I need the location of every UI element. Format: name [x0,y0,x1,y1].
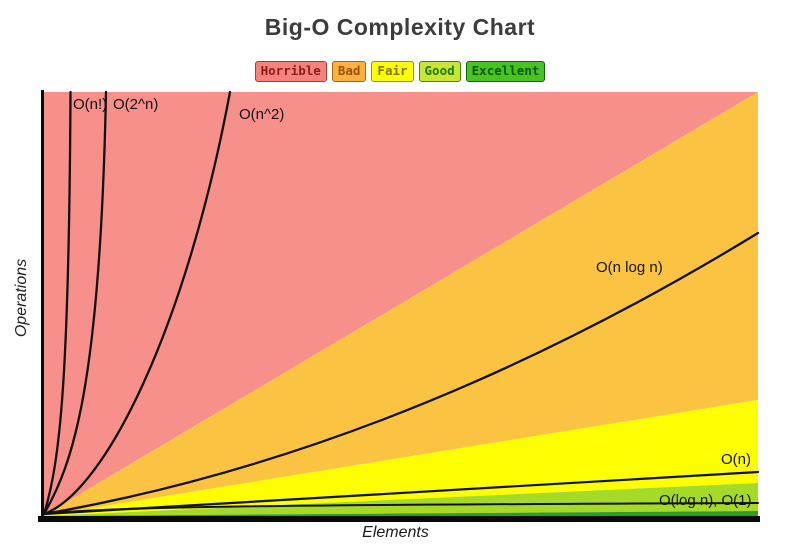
curve-label-n-squared: O(n^2) [239,106,284,123]
curve-label-n-log-n: O(n log n) [596,259,663,276]
region-fair [43,400,758,516]
curve-label-n-linear: O(n) [721,451,751,468]
legend: Horrible Bad Fair Good Excellent [0,61,800,82]
curve-2-pow-n [42,90,108,516]
curve-n-factorial [42,90,72,516]
legend-badge-bad: Bad [331,61,367,82]
curve-label-2-pow-n: O(2^n) [113,96,158,113]
page-title: Big-O Complexity Chart [264,14,536,40]
legend-badge-good: Good [418,61,461,82]
x-axis-label: Elements [362,524,429,541]
curve-n-squared [42,90,232,516]
region-bad [43,92,758,516]
legend-badge-horrible: Horrible [254,61,327,82]
legend-badge-excellent: Excellent [465,61,546,82]
region-excellent [43,511,758,516]
curve-n-log-n [42,231,760,516]
curve-label-n-factorial: O(n!) [73,96,107,113]
curve-label-log-n-constant: O(log n), O(1) [659,492,752,509]
curve-log-n [43,502,759,515]
legend-badge-fair: Fair [371,61,414,82]
